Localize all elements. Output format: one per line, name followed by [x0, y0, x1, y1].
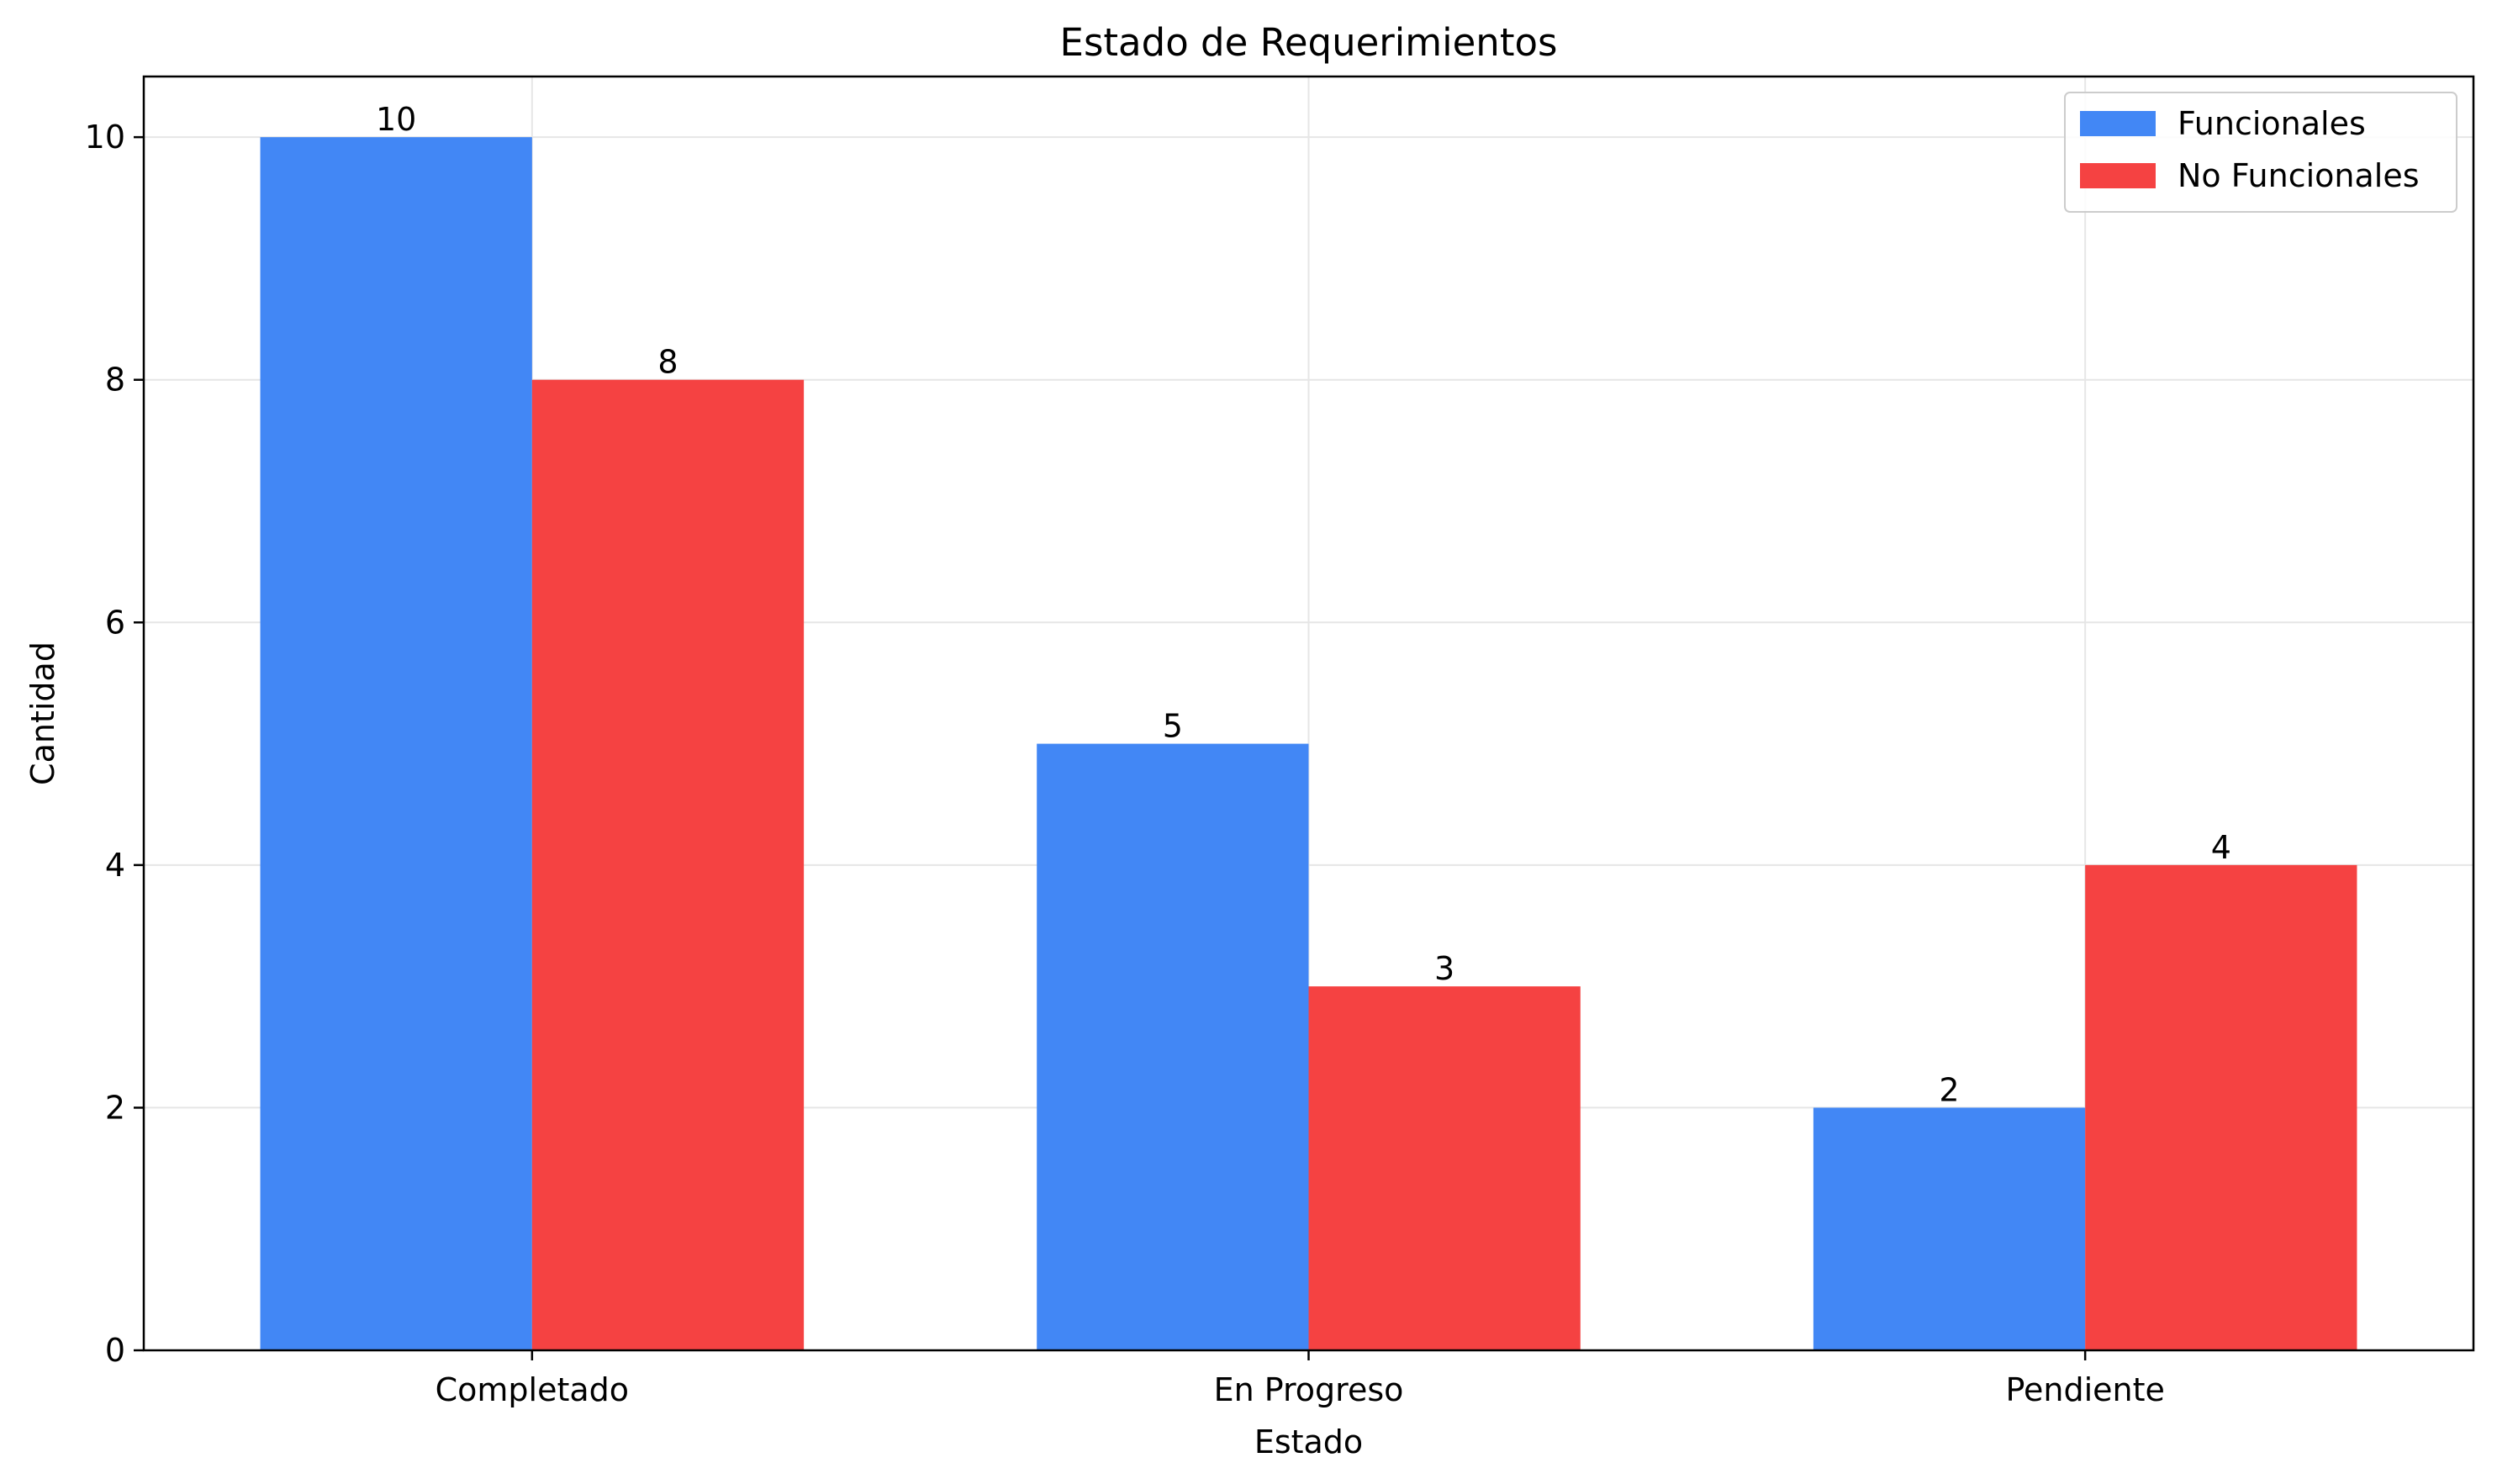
bar-labels: 10 5 2 8 3 4	[376, 101, 2231, 1108]
bar-value-label: 8	[657, 344, 678, 381]
y-axis-label: Cantidad	[24, 642, 61, 785]
bar-funcionales	[1813, 1107, 2086, 1350]
legend-label: Funcionales	[2178, 105, 2366, 142]
x-axis-label: Estado	[1254, 1423, 1363, 1460]
y-tick-label: 10	[85, 119, 125, 156]
y-tick-label: 8	[105, 362, 125, 399]
y-tick-label: 2	[105, 1089, 125, 1126]
bar-value-label: 10	[376, 101, 416, 138]
x-tick-label: Completado	[436, 1371, 629, 1408]
legend-swatch	[2080, 111, 2156, 136]
bar-value-label: 5	[1163, 708, 1183, 745]
bar-no-funcionales	[1308, 986, 1581, 1350]
legend-box	[2064, 92, 2457, 213]
bar-funcionales	[260, 137, 532, 1351]
bar-value-label: 2	[1939, 1071, 1959, 1108]
y-tick-label: 0	[105, 1332, 125, 1369]
y-tick-label: 6	[105, 604, 125, 641]
legend: Funcionales No Funcionales	[2064, 92, 2457, 213]
x-tick-label: Pendiente	[2005, 1371, 2164, 1408]
legend-swatch	[2080, 163, 2156, 188]
legend-label: No Funcionales	[2178, 157, 2420, 194]
bar-funcionales	[1037, 743, 1309, 1350]
bar-value-label: 3	[1434, 950, 1454, 987]
bars	[260, 137, 2357, 1351]
bar-no-funcionales	[2085, 864, 2357, 1350]
bar-no-funcionales	[531, 379, 805, 1350]
ticks: 0 2 4 6 8 10 Completado En Progreso Pendiente	[85, 119, 2165, 1408]
bar-value-label: 4	[2211, 829, 2231, 866]
chart-title: Estado de Requerimientos	[1060, 20, 1558, 65]
x-tick-label: En Progreso	[1214, 1371, 1404, 1408]
y-tick-label: 4	[105, 847, 125, 884]
